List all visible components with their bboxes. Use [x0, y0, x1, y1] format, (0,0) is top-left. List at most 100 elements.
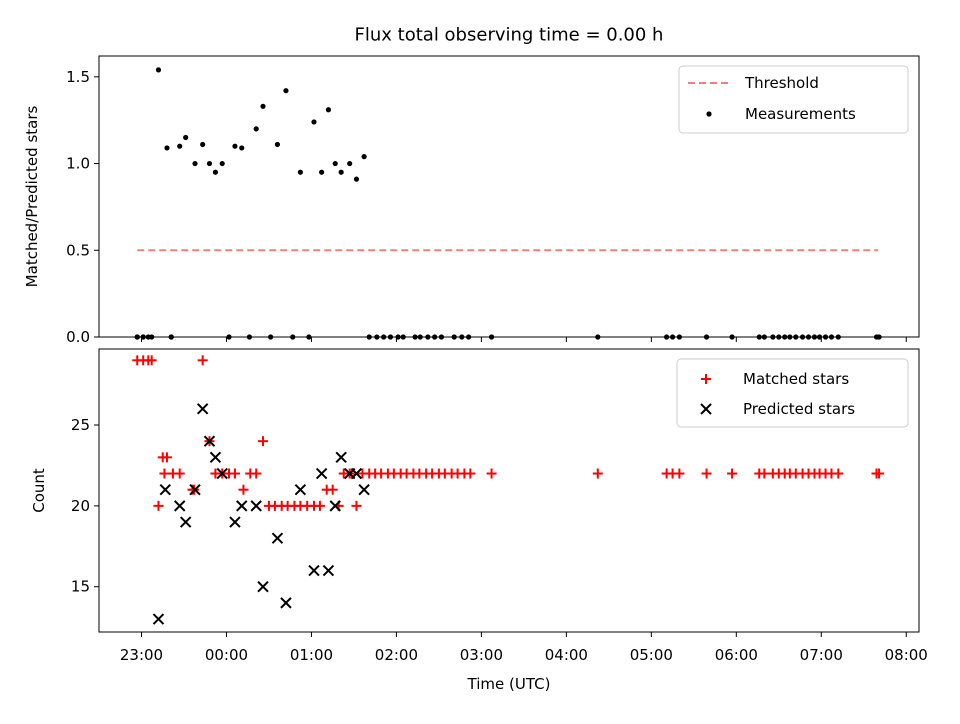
x-tick-label: 07:00 — [800, 646, 843, 664]
matched-star-point — [258, 436, 268, 447]
measurement-point — [332, 160, 338, 167]
matched-star-point — [314, 500, 325, 511]
predicted-star-point — [322, 564, 335, 577]
legend-predicted-swatch — [700, 403, 712, 415]
measurement-point — [260, 103, 266, 109]
measurement-point — [283, 88, 289, 94]
predicted-star-point — [152, 613, 165, 625]
measurement-point — [361, 154, 367, 160]
x-tick-label: 01:00 — [290, 646, 333, 664]
predicted-star-stroke — [350, 467, 363, 480]
matched-star-point — [174, 468, 185, 479]
matched-star-point — [874, 468, 885, 479]
x-tick-label: 03:00 — [460, 646, 503, 664]
predicted-star-point — [189, 483, 201, 496]
predicted-star-point — [159, 483, 171, 496]
predicted-star-point — [335, 451, 347, 464]
predicted-star-stroke — [294, 483, 307, 496]
matched-star-point — [727, 468, 738, 479]
predicted-star-point — [308, 564, 320, 577]
y-tick-label: 0.5 — [66, 241, 90, 259]
predicted-star-stroke — [329, 500, 341, 512]
predicted-star-point — [329, 500, 341, 512]
legend-box — [676, 358, 909, 428]
measurement-point — [325, 107, 332, 113]
predicted-star-stroke — [179, 516, 192, 528]
measurement-point — [164, 145, 170, 151]
y-tick-label: 15 — [71, 578, 90, 596]
predicted-star-stroke — [257, 581, 269, 593]
predicted-star-point — [229, 516, 241, 528]
predicted-star-point — [350, 467, 363, 480]
legend-measurements-swatch — [706, 111, 712, 117]
matched-star-point — [153, 500, 164, 511]
measurement-point — [232, 143, 238, 149]
predicted-star-point — [271, 532, 284, 544]
measurement-point — [297, 169, 303, 175]
predicted-star-point — [196, 403, 209, 415]
measurement-point — [192, 160, 198, 167]
matched-star-point — [351, 500, 362, 511]
measurement-point — [239, 145, 245, 151]
matched-star-point — [327, 484, 338, 495]
predicted-star-point — [294, 483, 307, 496]
predicted-star-stroke — [216, 467, 228, 480]
matched-star-point — [592, 468, 603, 479]
measurement-point — [219, 160, 225, 167]
predicted-star-point — [216, 467, 228, 480]
matched-star-point — [229, 468, 240, 479]
y-tick-label: 1.0 — [66, 155, 90, 173]
measurement-point — [200, 141, 206, 148]
top-panel: 0.0 0.5 1.0 1.5 Matched/Predicted stars Thres… — [23, 55, 920, 346]
predicted-star-stroke — [229, 516, 241, 528]
predicted-star-point — [315, 467, 328, 480]
legend-matched-label: Matched stars — [743, 370, 849, 388]
x-tick-label: 23:00 — [120, 646, 163, 664]
predicted-star-stroke — [203, 435, 216, 447]
legend: Matched stars Predicted stars — [676, 358, 909, 428]
plot-frame — [98, 348, 920, 633]
predicted-star-stroke — [308, 564, 320, 577]
matched-star-point — [197, 355, 208, 366]
predicted-star-stroke — [159, 483, 171, 496]
predicted-star-stroke — [189, 483, 201, 496]
predicted-star-stroke — [209, 451, 222, 464]
y-tick-label: 25 — [71, 416, 90, 434]
x-axis-label: Time (UTC) — [467, 675, 551, 693]
predicted-star-stroke — [358, 483, 370, 496]
measurement-point — [183, 134, 189, 141]
y-tick-label: 0.0 — [66, 328, 90, 346]
predicted-star-stroke — [322, 564, 335, 577]
measurement-point — [155, 67, 162, 73]
legend-box — [678, 65, 909, 134]
predicted-star-point — [236, 500, 248, 512]
bottom-panel: 23:00 00:00 01:00 02:00 03:00 04:00 05:00 06:00… — [30, 348, 928, 664]
measurement-point — [311, 119, 317, 125]
matched-star-point — [238, 484, 249, 495]
matched-star-point — [486, 468, 497, 479]
predicted-star-point — [280, 597, 292, 609]
matched-star-point — [159, 468, 170, 479]
legend: Threshold Measurements — [678, 65, 909, 134]
x-tick-label: 00:00 — [205, 646, 248, 664]
predicted-star-stroke — [280, 597, 292, 609]
measurement-point — [274, 141, 281, 148]
measurement-point — [338, 169, 344, 175]
chart-title: Flux total observing time = 0.00 h — [355, 25, 664, 46]
legend-predicted-label: Predicted stars — [743, 400, 855, 418]
measurement-point — [206, 160, 213, 167]
x-tick-label: 04:00 — [545, 646, 588, 664]
matched-star-point — [161, 452, 172, 463]
measurement-point — [353, 176, 360, 182]
predicted-star-point — [179, 516, 192, 528]
matched-star-point — [833, 468, 844, 479]
measurement-point — [212, 169, 219, 175]
y-tick-label: 20 — [71, 497, 90, 515]
plot-frame — [98, 55, 920, 338]
predicted-star-point — [250, 500, 262, 512]
x-tick-label: 06:00 — [715, 646, 758, 664]
matched-star-point — [759, 468, 770, 479]
predicted-star-point — [358, 483, 370, 496]
matched-star-point — [674, 468, 685, 479]
